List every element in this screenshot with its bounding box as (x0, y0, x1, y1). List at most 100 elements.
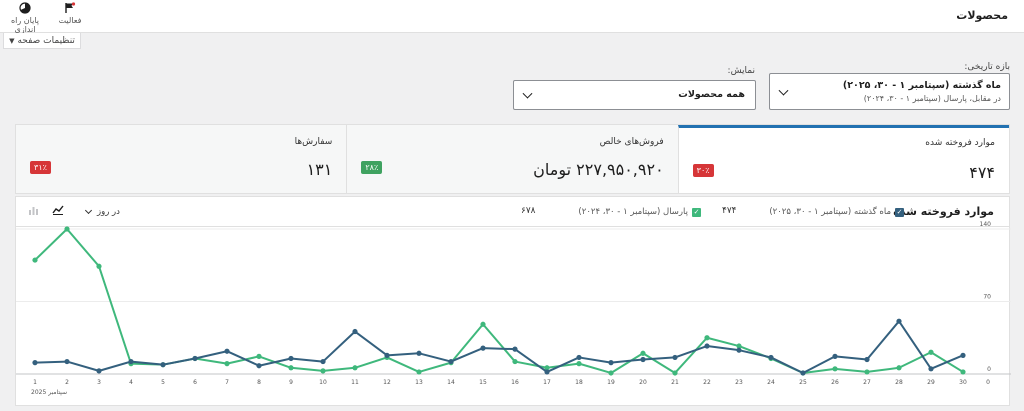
x-tick-label: 2 (65, 379, 69, 386)
line-chart-icon[interactable] (52, 205, 64, 215)
data-point (448, 358, 454, 365)
stat-items-sold[interactable]: موارد فروخته شده ۴۷۴ ۳۰٪ (677, 125, 1009, 193)
data-point (928, 349, 934, 355)
data-point (352, 365, 358, 371)
show-filter-value: همه محصولات (678, 89, 745, 100)
data-point (160, 362, 166, 368)
flag-icon (65, 2, 76, 13)
x-tick-label: 5 (161, 379, 165, 386)
data-point (832, 366, 838, 372)
x-tick-label: 7 (225, 379, 229, 386)
legend-label: ماه گذشته (سپتامبر ۱ - ۳۰، ۲۰۲۵) (769, 207, 891, 217)
data-point (256, 353, 262, 359)
data-point (64, 226, 70, 232)
data-point (320, 358, 326, 365)
x-tick-label: 30 (959, 379, 967, 386)
x-tick-label: 22 (703, 379, 711, 386)
stat-label: سفارش‌ها (294, 137, 333, 147)
legend-label: پارسال (سپتامبر ۱ - ۳۰، ۲۰۲۴) (578, 207, 688, 217)
data-point (384, 352, 390, 358)
data-point (544, 369, 550, 375)
x-tick-label: 21 (671, 379, 679, 386)
y-tick-label: 140 (980, 221, 992, 228)
interval-select[interactable]: در روز (84, 206, 120, 217)
stat-orders[interactable]: سفارش‌ها ۱۳۱ ۳۱٪ (16, 125, 346, 193)
x-tick-label: 0 (986, 379, 990, 386)
data-point (480, 345, 486, 351)
page-settings-toggle[interactable]: تنظیمات صفحه ▼ (3, 33, 81, 49)
stat-label: فروش‌های خالص (599, 137, 664, 147)
date-range-select[interactable]: ماه گذشته (سپتامبر ۱ - ۳۰، ۲۰۲۵) در مقاب… (769, 73, 1010, 110)
data-point (864, 356, 870, 363)
data-point (672, 354, 678, 361)
data-point (544, 365, 550, 371)
stat-value: ۲۲۷,۹۵۰,۹۲۰ تومان (533, 160, 664, 179)
x-tick-label: 11 (351, 379, 359, 386)
data-point (352, 328, 358, 335)
y-tick-label: 0 (987, 366, 991, 373)
setup-label: پایان راه اندازی (10, 16, 40, 34)
data-point (704, 335, 710, 341)
data-point (928, 366, 934, 372)
x-tick-label: 24 (767, 379, 775, 386)
stat-value: ۴۷۴ (969, 163, 995, 182)
data-point (64, 358, 70, 365)
data-point (288, 355, 294, 362)
page-title: محصولات (956, 9, 1008, 22)
data-point (896, 365, 902, 371)
data-point (512, 346, 518, 352)
data-point (608, 360, 614, 366)
data-point (960, 352, 966, 358)
top-bar: محصولات فعالیت پایان راه اندازی (0, 0, 1024, 34)
x-tick-label: 12 (383, 379, 391, 386)
delta-badge: ۲۸٪ (361, 161, 383, 174)
data-point (896, 318, 902, 324)
summary-stats: موارد فروخته شده ۴۷۴ ۳۰٪ فروش‌های خالص ۲… (15, 124, 1010, 194)
show-filter-select[interactable]: همه محصولات (513, 80, 756, 110)
x-tick-label: 28 (895, 379, 903, 386)
x-tick-label: 18 (575, 379, 583, 386)
activity-button[interactable]: فعالیت (55, 2, 85, 25)
show-label: نمایش: (727, 66, 755, 76)
x-tick-label: 27 (863, 379, 871, 386)
x-tick-label: 1 (33, 379, 37, 386)
chart-panel: موارد فروخته شده ✓ ماه گذشته (سپتامبر ۱ … (15, 196, 1011, 406)
data-point (96, 368, 102, 374)
data-point (704, 343, 710, 349)
y-tick-label: 70 (983, 294, 991, 301)
legend-current[interactable]: ✓ ماه گذشته (سپتامبر ۱ - ۳۰، ۲۰۲۵) (769, 207, 904, 217)
data-point (672, 370, 678, 376)
x-tick-label: 10 (319, 379, 327, 386)
data-point (288, 365, 294, 371)
data-point (256, 363, 262, 369)
data-point (768, 354, 774, 361)
x-tick-label: 16 (511, 379, 519, 386)
chart-title: موارد فروخته شده (893, 205, 994, 218)
data-point (32, 257, 38, 263)
x-axis-caption: سپتامبر 2025 (31, 389, 67, 396)
x-tick-label: 6 (193, 379, 197, 386)
activity-label: فعالیت (58, 16, 82, 25)
chevron-down-icon (522, 88, 533, 99)
bar-chart-icon[interactable] (28, 205, 39, 215)
finish-setup-button[interactable]: پایان راه اندازی (0, 2, 50, 34)
x-tick-label: 25 (799, 379, 807, 386)
data-point (832, 353, 838, 359)
stat-net-sales[interactable]: فروش‌های خالص ۲۲۷,۹۵۰,۹۲۰ تومان ۲۸٪ (346, 125, 677, 193)
data-point (576, 361, 582, 367)
stat-value: ۱۳۱ (306, 160, 333, 179)
data-point (96, 263, 102, 269)
legend-value: ۶۷۸ (521, 206, 536, 216)
data-point (32, 360, 38, 366)
x-tick-label: 15 (479, 379, 487, 386)
data-point (512, 358, 518, 365)
x-tick-label: 4 (129, 379, 133, 386)
data-point (960, 369, 966, 375)
date-range-value: ماه گذشته (سپتامبر ۱ - ۳۰، ۲۰۲۵) (842, 80, 1001, 91)
data-point (800, 370, 806, 376)
legend-previous[interactable]: ✓ پارسال (سپتامبر ۱ - ۳۰، ۲۰۲۴) (578, 207, 701, 217)
data-point (416, 350, 422, 356)
x-tick-label: 23 (735, 379, 743, 386)
data-point (480, 321, 486, 327)
